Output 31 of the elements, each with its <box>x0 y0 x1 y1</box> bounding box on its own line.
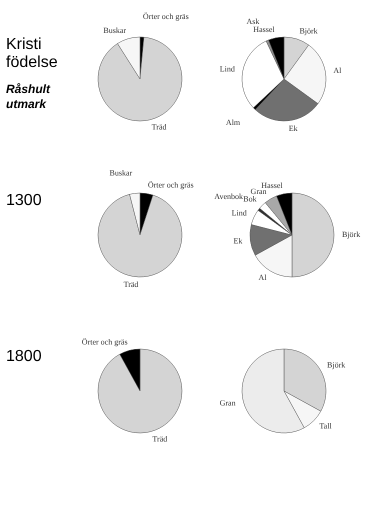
slice-label: Ask <box>246 17 260 26</box>
slice-label: Örter och gräs <box>82 338 128 347</box>
text: Kristi födelse <box>6 36 58 71</box>
pie-slice <box>98 36 182 122</box>
slice-label: Al <box>333 66 342 76</box>
slice-label: Buskar <box>110 168 133 178</box>
slice-label: Lind <box>232 208 247 218</box>
slice-label: Björk <box>342 230 360 239</box>
slice-label: Ek <box>288 124 298 133</box>
text: 1800 <box>6 348 42 365</box>
slice-label: Hassel <box>253 24 276 34</box>
slice-label: Tall <box>319 421 332 430</box>
slice-label: Gran <box>220 398 236 408</box>
pie-slice <box>98 194 182 278</box>
slice-label: Bok <box>243 194 257 204</box>
slice-label: Al <box>258 273 268 282</box>
pie-slice <box>98 348 182 434</box>
text: Råshult utmark <box>6 82 52 111</box>
slice-label: Lind <box>220 64 235 74</box>
text: 1300 <box>6 192 42 209</box>
slice-label: Björk <box>327 360 346 370</box>
slice-label: Träd <box>152 434 168 444</box>
slice-label: Örter och gräs <box>148 180 194 190</box>
slice-label: Ek <box>234 236 242 246</box>
slice-label: Träd <box>124 280 138 289</box>
slice-label: Avenbok <box>214 192 244 201</box>
slice-label: Björk <box>299 26 318 36</box>
slice-label: Träd <box>152 122 166 132</box>
slice-label: Alm <box>226 118 241 127</box>
slice-label: Buskar <box>103 26 126 35</box>
slice-label: Örter och gräs <box>142 12 189 22</box>
